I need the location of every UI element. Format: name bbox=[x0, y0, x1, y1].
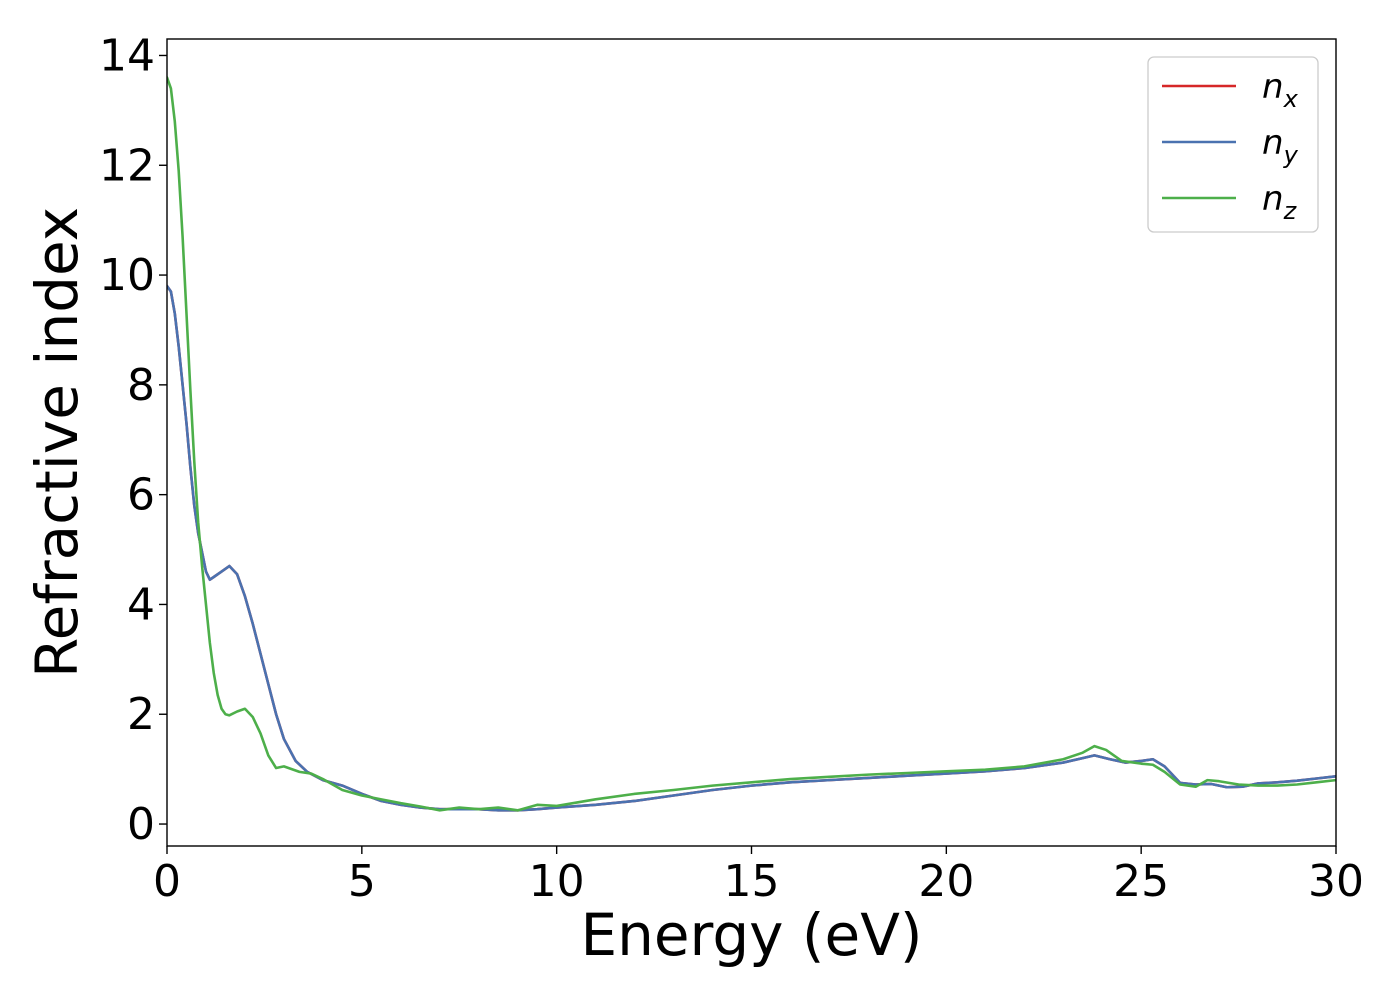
legend-label: ny bbox=[1262, 123, 1299, 169]
y-tick-label: 4 bbox=[127, 579, 155, 630]
y-tick-label: 2 bbox=[127, 689, 155, 740]
y-tick-label: 14 bbox=[99, 30, 155, 81]
x-tick-label: 5 bbox=[348, 856, 376, 907]
legend-box bbox=[1147, 56, 1319, 233]
y-tick-label: 8 bbox=[127, 360, 155, 411]
x-tick-label: 15 bbox=[724, 856, 780, 907]
x-tick-label: 25 bbox=[1113, 856, 1169, 907]
series-line-x bbox=[167, 284, 1336, 812]
y-axis-ticks: 0 2 4 6 8 10 12 14 bbox=[99, 30, 167, 850]
x-tick-label: 30 bbox=[1308, 856, 1364, 907]
legend-item-x: nx bbox=[1162, 67, 1299, 113]
plot-area-frame bbox=[166, 38, 1337, 847]
y-tick-label: 12 bbox=[99, 140, 155, 191]
legend: nx ny nz bbox=[1147, 56, 1319, 233]
legend-label: nz bbox=[1262, 179, 1298, 225]
x-tick-label: 10 bbox=[529, 856, 585, 907]
legend-label: nx bbox=[1262, 67, 1299, 113]
series-line-z bbox=[167, 76, 1336, 812]
legend-item-y: ny bbox=[1162, 123, 1299, 169]
x-tick-label: 20 bbox=[918, 856, 974, 907]
legend-item-z: nz bbox=[1162, 179, 1298, 225]
y-tick-label: 10 bbox=[99, 250, 155, 301]
x-tick-label: 0 bbox=[153, 856, 181, 907]
series-layer bbox=[167, 76, 1336, 812]
x-axis-label: Energy (eV) bbox=[580, 901, 922, 969]
y-tick-label: 6 bbox=[127, 470, 155, 521]
x-axis-ticks: 0 5 10 15 20 25 30 bbox=[153, 846, 1364, 907]
y-axis-label: Refractive index bbox=[23, 207, 91, 678]
series-line-y bbox=[167, 284, 1336, 812]
y-tick-label: 0 bbox=[127, 799, 155, 850]
